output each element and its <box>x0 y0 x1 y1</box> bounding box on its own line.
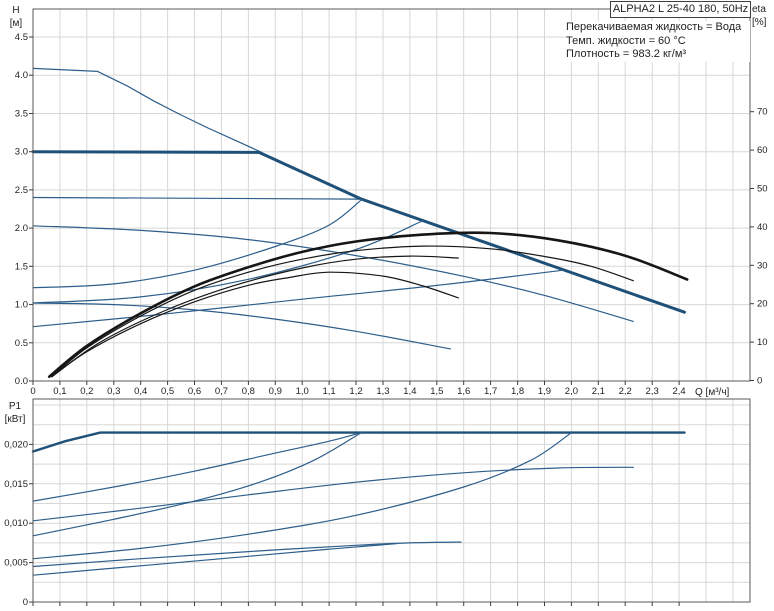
head-axis-symbol: H <box>12 5 20 16</box>
head-axis-title: H [м] <box>2 4 30 30</box>
pump-model-title: ALPHA2 L 25-40 180, 50Hz <box>610 1 751 18</box>
grid-layer <box>33 9 750 602</box>
h-tick-label: 4.5 <box>15 32 28 43</box>
series-prop-pressure-curve-1 <box>32 269 564 328</box>
q-tick-label: 1,3 <box>376 386 389 397</box>
h-tick-label: 1.5 <box>15 261 28 272</box>
h-tick-label: 3.5 <box>15 108 28 119</box>
panel-border <box>32 8 751 382</box>
flow-axis-title: Q [м³/ч] <box>695 387 730 398</box>
q-tick-label: 1,0 <box>296 386 309 397</box>
p1-tick-label: 0 <box>23 597 28 608</box>
q-tick-label: 1,1 <box>323 386 336 397</box>
series-selected-control-curve <box>31 150 686 314</box>
eta-tick-label: 30 <box>757 260 768 271</box>
p1-tick-label: 0,015 <box>4 479 28 490</box>
series-p1-speed-ii-curve <box>32 466 634 522</box>
p1-tick-label: 0,020 <box>4 439 28 450</box>
panel-border <box>32 398 751 603</box>
series-prop-pressure-curve-3 <box>32 199 362 289</box>
series-constant-pressure-curve-2-4 <box>32 196 362 200</box>
eta-tick-label: 10 <box>757 337 768 348</box>
h-tick-label: 4.0 <box>15 70 28 81</box>
curves-layer <box>31 67 689 576</box>
h-tick-label: 0.0 <box>15 376 28 387</box>
q-tick-label: 1,6 <box>457 386 470 397</box>
q-tick-label: 0,7 <box>215 386 228 397</box>
q-tick-label: 2,4 <box>672 386 685 397</box>
axis-layer: 0.0 0.5 1.0 1.5 2.0 2.5 3.0 3.5 4.0 4.5 0 10 20 30 40 5… <box>4 8 768 608</box>
fluid-info-block: Перекачиваемая жидкость = Вода Темп. жид… <box>566 21 750 62</box>
q-tick-label: 0,3 <box>107 386 120 397</box>
q-tick-label: 0 <box>30 386 35 397</box>
q-tick-label: 0,5 <box>161 386 174 397</box>
q-tick-label: 0,8 <box>242 386 255 397</box>
q-tick-label: 0,9 <box>269 386 282 397</box>
q-tick-label: 2,3 <box>646 386 659 397</box>
head-axis-unit: [м] <box>9 18 23 29</box>
h-tick-label: 3.0 <box>15 147 28 158</box>
eta-tick-label: 70 <box>757 107 768 118</box>
series-eta-curve-max <box>47 231 689 378</box>
series-p1-curve-b <box>32 432 362 537</box>
series-speed-i-curve <box>32 302 451 350</box>
q-tick-label: 1,7 <box>484 386 497 397</box>
eta-tick-label: 40 <box>757 222 768 233</box>
eta-axis-symbol: eta <box>752 4 766 15</box>
series-prop-pressure-curve-2 <box>32 219 424 304</box>
q-tick-label: 0,4 <box>134 386 147 397</box>
series-speed-ii-curve <box>32 225 634 322</box>
series-eta-curve-3 <box>51 255 459 378</box>
series-p1-speed-i-curve <box>32 541 462 568</box>
q-tick-label: 1,9 <box>538 386 551 397</box>
eta-tick-label: 50 <box>757 184 768 195</box>
q-tick-label: 1,2 <box>349 386 362 397</box>
series-p1-curve-d <box>32 543 397 576</box>
q-tick-label: 0,2 <box>80 386 93 397</box>
h-tick-label: 2.0 <box>15 223 28 234</box>
h-tick-label: 1.0 <box>15 300 28 311</box>
q-tick-label: 0,6 <box>188 386 201 397</box>
h-tick-label: 2.5 <box>15 185 28 196</box>
info-line-temperature: Темп. жидкости = 60 °C <box>566 34 686 47</box>
q-tick-label: 2,1 <box>592 386 605 397</box>
eta-axis-unit: [%] <box>752 17 767 28</box>
series-p1-curve-a <box>32 432 362 502</box>
q-tick-label: 1,4 <box>403 386 416 397</box>
info-line-fluid: Перекачиваемая жидкость = Вода <box>566 21 742 33</box>
power-axis-unit: [кВт] <box>4 414 26 425</box>
eta-tick-label: 20 <box>757 299 768 310</box>
q-tick-label: 2,2 <box>619 386 632 397</box>
series-eta-curve-speed-i <box>51 271 459 378</box>
info-line-density: Плотность = 983.2 кг/м³ <box>566 48 687 60</box>
eta-tick-label: 0 <box>757 376 762 387</box>
series-max-speed-curve <box>32 67 263 153</box>
series-p1-curve-c <box>32 432 572 560</box>
series-p1-max-curve <box>31 431 686 453</box>
q-tick-label: 1,5 <box>430 386 443 397</box>
series-eta-curve-2 <box>51 245 634 378</box>
q-tick-label: 2,0 <box>565 386 578 397</box>
power-axis-symbol: P1 <box>8 401 22 412</box>
p1-tick-label: 0,010 <box>4 518 28 529</box>
eta-tick-label: 60 <box>757 145 768 156</box>
power-axis-title: P1 [кВт] <box>0 400 30 426</box>
p1-tick-label: 0,005 <box>4 558 28 569</box>
q-tick-label: 0,1 <box>53 386 66 397</box>
q-tick-label: 1,8 <box>511 386 524 397</box>
eta-axis-title: eta [%] <box>752 3 774 29</box>
h-tick-label: 0.5 <box>15 338 28 349</box>
